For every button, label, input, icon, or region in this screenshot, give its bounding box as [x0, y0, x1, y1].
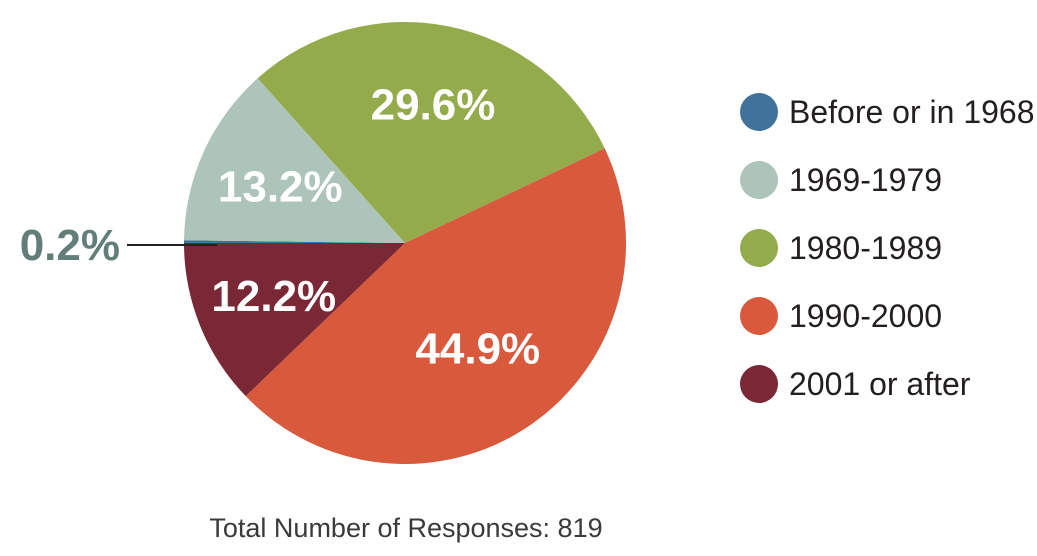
slice-label-1969-1979: 13.2%: [218, 162, 343, 211]
legend-swatch-2001-or-after: [740, 365, 778, 403]
slice-label-2001-or-after: 12.2%: [211, 272, 336, 321]
legend-swatch-before-or-in-1968: [740, 93, 778, 131]
legend: Before or in 1968 1969-1979 1980-1989 1990-…: [740, 93, 1035, 403]
legend-label-1969-1979: 1969-1979: [789, 162, 942, 198]
pie-slice-1990-2000: [245, 148, 627, 465]
slice-label-before-or-in-1968: 0.2%: [20, 221, 120, 270]
legend-label-2001-or-after: 2001 or after: [789, 366, 971, 402]
slice-labels: 0.2% 13.2% 29.6% 44.9% 12.2%: [20, 80, 540, 373]
pie-slices: [184, 21, 627, 465]
pie-slice-before-or-in-1968: [184, 240, 405, 243]
legend-label-1980-1989: 1980-1989: [789, 230, 942, 266]
legend-swatch-1980-1989: [740, 229, 778, 267]
total-responses-note: Total Number of Responses: 819: [209, 513, 602, 543]
slice-label-1980-1989: 29.6%: [371, 80, 496, 129]
pie-slice-2001-or-after: [184, 243, 405, 397]
legend-label-before-or-in-1968: Before or in 1968: [789, 94, 1035, 130]
slice-label-1990-2000: 44.9%: [415, 324, 540, 373]
legend-swatch-1969-1979: [740, 161, 778, 199]
legend-swatch-1990-2000: [740, 297, 778, 335]
pie-slice-1980-1989: [257, 21, 605, 244]
pie-slice-1969-1979: [184, 78, 405, 243]
legend-label-1990-2000: 1990-2000: [789, 298, 942, 334]
